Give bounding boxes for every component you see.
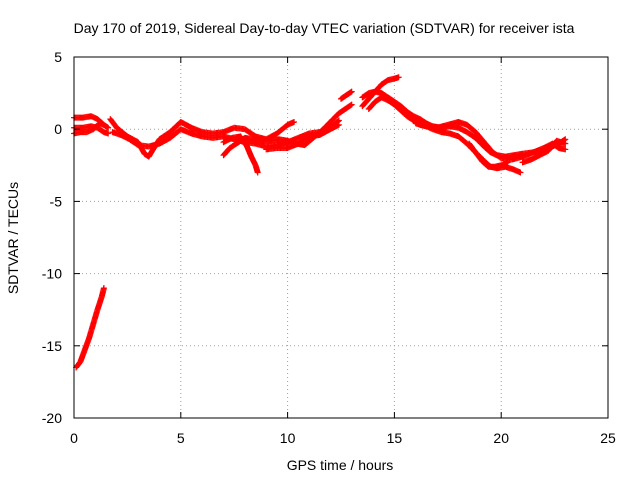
data-point: [291, 118, 298, 125]
data-point: [347, 102, 354, 109]
data-points: [71, 74, 569, 371]
data-point: [517, 169, 524, 176]
data-point: [100, 285, 107, 292]
series-track-a: [73, 285, 107, 371]
grid-lines: [74, 57, 608, 418]
data-point: [504, 159, 511, 166]
data-point: [105, 130, 112, 137]
x-tick-label: 15: [387, 430, 403, 446]
y-tick-label: 5: [54, 49, 62, 65]
y-tick-label: 0: [54, 121, 62, 137]
y-tick-label: -10: [42, 266, 62, 282]
y-tick-label: -20: [42, 410, 62, 426]
x-axis-label: GPS time / hours: [287, 457, 394, 473]
series-track-p: [519, 137, 569, 166]
plot-frame: [73, 56, 609, 419]
x-tick-label: 25: [600, 430, 616, 446]
y-tick-label: -5: [50, 193, 63, 209]
data-point: [348, 88, 355, 95]
y-tick-label: -15: [42, 338, 62, 354]
axis-ticks: [73, 56, 609, 419]
data-point: [335, 121, 342, 128]
series-track-i: [263, 121, 342, 153]
x-tick-label: 20: [493, 430, 509, 446]
y-tick-labels: -20 -15 -10 -5 0 5: [42, 49, 62, 426]
y-axis-label: SDTVAR / TECUs: [5, 182, 21, 294]
data-point: [562, 146, 569, 153]
data-point: [254, 169, 261, 176]
x-tick-label: 5: [177, 430, 185, 446]
data-point: [105, 124, 112, 131]
x-tick-labels: 0 5 10 15 20 25: [70, 430, 616, 446]
chart-title: Day 170 of 2019, Sidereal Day-to-day VTE…: [74, 20, 575, 36]
x-tick-label: 10: [280, 430, 296, 446]
series-track-n: [412, 118, 569, 163]
series-track-d: [71, 120, 107, 137]
series-track-j: [338, 88, 355, 102]
data-point: [562, 140, 569, 147]
data-point: [395, 74, 402, 81]
data-point: [100, 121, 107, 128]
series-track-o: [466, 140, 511, 170]
data-point: [348, 101, 355, 108]
x-tick-label: 0: [70, 430, 78, 446]
